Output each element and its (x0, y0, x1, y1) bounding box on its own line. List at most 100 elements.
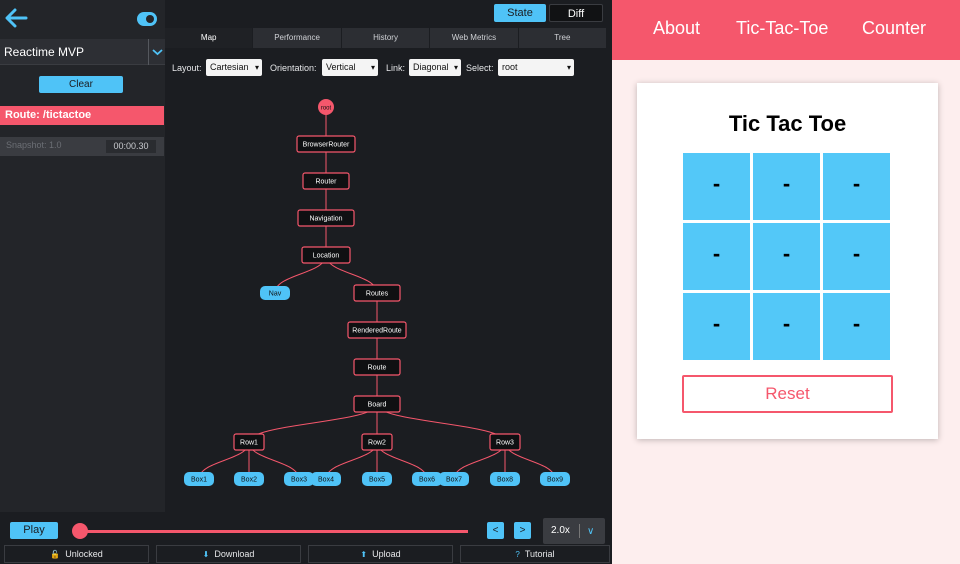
nav-link-tic-tac-toe[interactable]: Tic-Tac-Toe (736, 18, 829, 38)
svg-text:BrowserRouter: BrowserRouter (303, 142, 350, 149)
svg-text:Router: Router (315, 179, 337, 186)
svg-text:Navigation: Navigation (309, 216, 342, 223)
devtools-panel: State Diff Map Performance History Web M… (165, 0, 608, 512)
tree-node-board[interactable]: Board (353, 395, 401, 413)
tree-node-row1[interactable]: Row1 (233, 433, 265, 451)
app-preview: About Tic-Tac-Toe Counter Tic Tac Toe - … (612, 0, 960, 564)
tree-node-b5[interactable]: Box5 (362, 472, 392, 486)
upload-label: Upload (372, 549, 401, 559)
link-select[interactable]: Diagonal ▾ (409, 59, 461, 76)
svg-text:Row2: Row2 (368, 440, 386, 447)
chevron-down-icon: ▾ (370, 63, 375, 72)
chevron-down-icon: ▾ (453, 63, 458, 72)
svg-text:Box1: Box1 (191, 477, 207, 484)
upload-button[interactable]: ⬆ Upload (308, 545, 453, 563)
tree-node-root[interactable]: root (318, 99, 334, 115)
action-bar: 🔓 Unlocked ⬇ Download ⬆ Upload ? Tutorial (4, 545, 610, 563)
tree-node-b3[interactable]: Box3 (284, 472, 314, 486)
node-select[interactable]: root ▾ (498, 59, 574, 76)
tree-node-router[interactable]: Router (302, 172, 350, 190)
svg-text:Box4: Box4 (318, 477, 334, 484)
select-label: Select: (466, 63, 494, 73)
toggle-switch[interactable] (137, 12, 157, 26)
board-cell[interactable]: - (823, 153, 890, 220)
board-cell[interactable]: - (753, 223, 820, 290)
unlocked-button[interactable]: 🔓 Unlocked (4, 545, 149, 563)
snapshot-label: Snapshot: 1.0 (6, 140, 62, 150)
tab-map[interactable]: Map (165, 28, 254, 48)
chevron-down-icon: ▾ (254, 63, 259, 72)
diff-button[interactable]: Diff (549, 4, 603, 22)
board-cell[interactable]: - (823, 223, 890, 290)
chevron-down-icon[interactable] (148, 39, 165, 65)
layout-label: Layout: (172, 63, 202, 73)
orientation-value: Vertical (326, 62, 356, 72)
board-cell[interactable]: - (753, 293, 820, 360)
tab-performance[interactable]: Performance (253, 28, 342, 48)
svg-text:Box3: Box3 (291, 477, 307, 484)
layout-select[interactable]: Cartesian ▾ (206, 59, 262, 76)
nav-link-about[interactable]: About (653, 18, 701, 38)
tree-node-b6[interactable]: Box6 (412, 472, 442, 486)
snapshot-row[interactable]: Snapshot: 1.0 00:00.30 (0, 137, 164, 156)
board-cell[interactable]: - (683, 293, 750, 360)
sidebar: Reactime MVP Clear Route: /tictactoe Sna… (0, 0, 165, 512)
tree-node-b7[interactable]: Box7 (439, 472, 469, 486)
tree-node-b9[interactable]: Box9 (540, 472, 570, 486)
tree-node-b8[interactable]: Box8 (490, 472, 520, 486)
orientation-select[interactable]: Vertical ▾ (322, 59, 378, 76)
tab-tree[interactable]: Tree (518, 28, 608, 48)
tree-node-b2[interactable]: Box2 (234, 472, 264, 486)
svg-text:Board: Board (368, 402, 387, 409)
svg-text:Box2: Box2 (241, 477, 257, 484)
tree-node-row2[interactable]: Row2 (361, 433, 393, 451)
clear-button[interactable]: Clear (39, 76, 123, 93)
download-label: Download (214, 549, 255, 559)
game-title: Tic Tac Toe (728, 111, 847, 136)
tree-node-navleaf[interactable]: Nav (260, 286, 290, 300)
app-navbar: About Tic-Tac-Toe Counter (612, 0, 960, 60)
svg-text:root: root (321, 106, 332, 112)
divider (579, 524, 580, 538)
svg-text:RenderedRoute: RenderedRoute (352, 328, 402, 335)
svg-text:Row1: Row1 (240, 440, 258, 447)
nav-link-counter[interactable]: Counter (862, 18, 927, 38)
tree-node-b4[interactable]: Box4 (311, 472, 341, 486)
board-cell[interactable]: - (683, 223, 750, 290)
tutorial-button[interactable]: ? Tutorial (460, 545, 610, 563)
tab-history[interactable]: History (341, 28, 431, 48)
map-controls: Layout: Cartesian ▾ Orientation: Vertica… (172, 59, 602, 77)
svg-text:Box9: Box9 (547, 477, 563, 484)
state-button[interactable]: State (494, 4, 546, 22)
board-cell[interactable]: - (823, 293, 890, 360)
tree-node-routes[interactable]: Routes (353, 284, 401, 302)
back-arrow-icon[interactable] (4, 8, 28, 28)
speed-value: 2.0x (551, 525, 570, 536)
download-button[interactable]: ⬇ Download (156, 545, 301, 563)
tree-node-row3[interactable]: Row3 (489, 433, 521, 451)
play-button[interactable]: Play (10, 522, 58, 539)
next-button[interactable]: > (514, 522, 531, 539)
upload-icon: ⬆ (360, 550, 368, 559)
reset-button[interactable]: Reset (682, 375, 893, 413)
tree-node-b1[interactable]: Box1 (184, 472, 214, 486)
board-cell[interactable]: - (683, 153, 750, 220)
game-card: Tic Tac Toe - - - - - - - - - Reset (637, 83, 938, 439)
tree-node-rroute[interactable]: RenderedRoute (347, 321, 407, 339)
timeline-slider[interactable] (80, 530, 468, 533)
tree-node-loc[interactable]: Location (301, 246, 351, 264)
svg-text:Routes: Routes (366, 291, 389, 298)
project-select[interactable]: Reactime MVP (0, 39, 165, 65)
tree-node-route[interactable]: Route (353, 358, 401, 376)
board-cell[interactable]: - (753, 153, 820, 220)
svg-text:Box8: Box8 (497, 477, 513, 484)
tree-node-nav[interactable]: Navigation (297, 209, 355, 227)
speed-select[interactable]: 2.0x ∨ (543, 518, 605, 544)
tree-node-br[interactable]: BrowserRouter (296, 135, 356, 153)
svg-text:Route: Route (368, 365, 387, 372)
previous-button[interactable]: < (487, 522, 504, 539)
slider-handle[interactable] (72, 523, 88, 539)
chevron-down-icon: ∨ (587, 526, 595, 537)
tab-web-metrics[interactable]: Web Metrics (430, 28, 519, 48)
svg-text:Nav: Nav (269, 291, 282, 298)
